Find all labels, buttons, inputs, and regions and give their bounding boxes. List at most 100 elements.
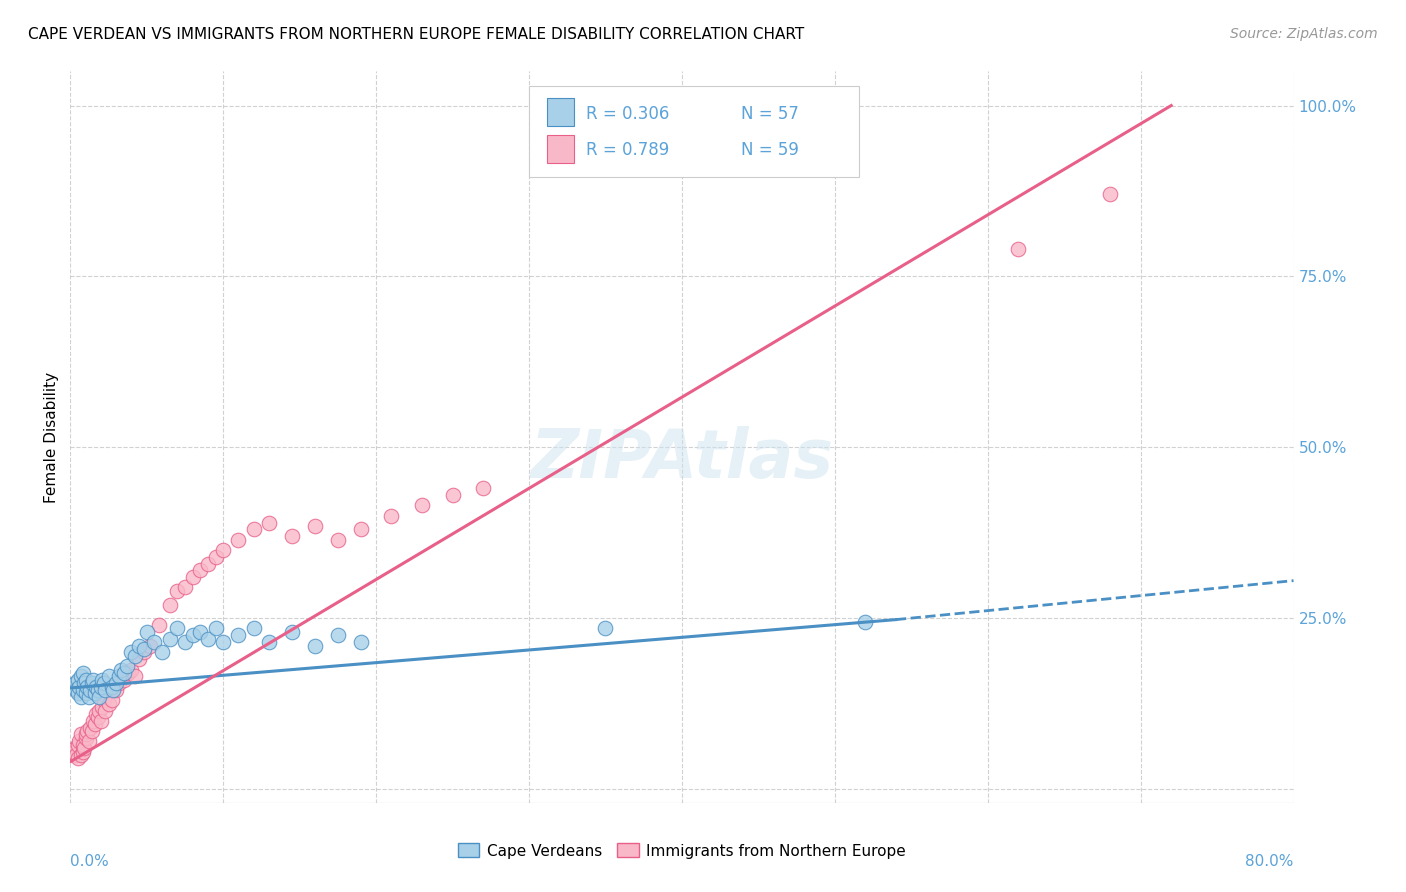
Point <box>76 724 98 739</box>
Point <box>228 533 250 547</box>
Point <box>94 683 117 698</box>
Y-axis label: Female Disability: Female Disability <box>44 371 59 503</box>
Point <box>66 751 89 765</box>
Point <box>1007 242 1029 256</box>
Point <box>77 734 100 748</box>
Point <box>70 727 93 741</box>
Point <box>181 570 204 584</box>
Point <box>139 639 162 653</box>
Point <box>148 618 170 632</box>
Point <box>72 738 94 752</box>
Point <box>472 481 495 495</box>
Point <box>82 714 104 728</box>
Point <box>84 680 107 694</box>
Point <box>82 673 104 687</box>
Text: Source: ZipAtlas.com: Source: ZipAtlas.com <box>1230 27 1378 41</box>
Point <box>105 683 128 698</box>
Legend: Cape Verdeans, Immigrants from Northern Europe: Cape Verdeans, Immigrants from Northern … <box>451 838 912 864</box>
FancyBboxPatch shape <box>547 98 574 126</box>
Point <box>124 669 146 683</box>
Point <box>174 635 197 649</box>
Point <box>117 665 139 680</box>
Point <box>132 642 155 657</box>
Point <box>80 676 103 690</box>
Point <box>212 635 235 649</box>
Point <box>411 499 433 513</box>
Point <box>70 690 93 704</box>
Point <box>441 488 464 502</box>
Point <box>304 519 326 533</box>
Point <box>166 622 188 636</box>
Point <box>66 686 89 700</box>
Point <box>79 683 101 698</box>
Point <box>159 598 181 612</box>
Text: N = 59: N = 59 <box>741 141 799 160</box>
Point <box>66 738 89 752</box>
Point <box>150 645 173 659</box>
Point <box>105 676 128 690</box>
Point <box>159 632 181 646</box>
Point <box>69 734 91 748</box>
Point <box>110 663 132 677</box>
Point <box>97 669 120 683</box>
Point <box>174 581 197 595</box>
Point <box>87 710 110 724</box>
Point <box>166 583 188 598</box>
Point <box>135 624 157 639</box>
Point <box>83 686 105 700</box>
Point <box>132 645 155 659</box>
Point <box>75 727 97 741</box>
Point <box>89 690 111 704</box>
Point <box>243 622 266 636</box>
Point <box>326 628 349 642</box>
Text: ZIPAtlas: ZIPAtlas <box>530 426 834 492</box>
Point <box>72 683 94 698</box>
Point <box>75 673 97 687</box>
Point <box>73 741 96 756</box>
FancyBboxPatch shape <box>547 135 574 163</box>
Point <box>228 628 250 642</box>
Point <box>257 635 280 649</box>
Point <box>63 741 86 756</box>
Point <box>75 731 97 745</box>
Point <box>87 683 110 698</box>
Point <box>76 680 98 694</box>
Point <box>112 673 135 687</box>
Point <box>75 686 97 700</box>
Point <box>100 680 122 694</box>
Point <box>197 632 219 646</box>
Point <box>108 669 131 683</box>
Point <box>65 747 87 762</box>
Text: N = 57: N = 57 <box>741 104 799 123</box>
Point <box>143 635 166 649</box>
Point <box>112 665 135 680</box>
Point <box>83 717 105 731</box>
Point <box>91 700 114 714</box>
Text: 80.0%: 80.0% <box>1246 854 1294 869</box>
Point <box>73 676 96 690</box>
Point <box>93 676 115 690</box>
Point <box>72 665 94 680</box>
Point <box>94 704 117 718</box>
Point <box>69 680 91 694</box>
Point <box>188 624 211 639</box>
Point <box>124 648 146 663</box>
Point <box>181 628 204 642</box>
Point <box>855 615 877 629</box>
Point <box>65 683 87 698</box>
Point <box>243 522 266 536</box>
Point <box>66 673 89 687</box>
Text: 0.0%: 0.0% <box>70 854 110 869</box>
Point <box>89 704 111 718</box>
Point <box>204 622 226 636</box>
Point <box>100 693 122 707</box>
Point <box>212 542 235 557</box>
Point <box>204 549 226 564</box>
Point <box>63 676 86 690</box>
Point <box>91 673 114 687</box>
Point <box>128 639 150 653</box>
Point <box>257 516 280 530</box>
Point <box>188 563 211 577</box>
Point <box>115 659 138 673</box>
Point <box>70 669 93 683</box>
